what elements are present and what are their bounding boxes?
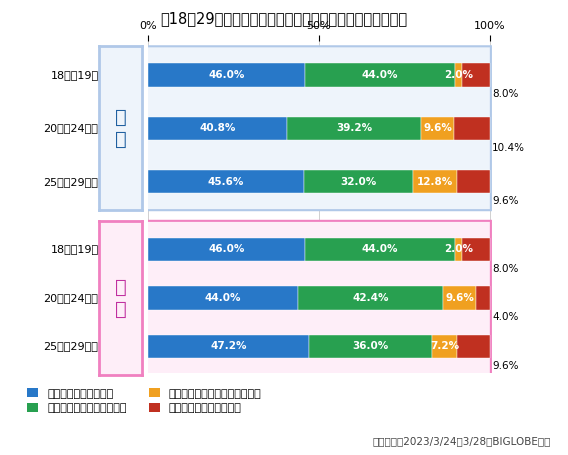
Bar xyxy=(148,335,309,358)
Bar xyxy=(462,63,490,86)
Text: 調査期間：2023/3/24〜3/28　BIGLOBE調べ: 調査期間：2023/3/24〜3/28 BIGLOBE調べ xyxy=(373,436,551,446)
Bar xyxy=(476,286,490,309)
Text: 男
性: 男 性 xyxy=(115,108,127,149)
Text: 8.0%: 8.0% xyxy=(492,90,519,100)
Text: 18歳・19歳（n=50）: 18歳・19歳（n=50） xyxy=(51,244,143,254)
Bar xyxy=(421,116,454,140)
Text: 9.6%: 9.6% xyxy=(423,123,452,133)
Bar xyxy=(148,238,305,261)
FancyBboxPatch shape xyxy=(147,46,491,210)
Bar xyxy=(454,116,490,140)
Text: 4.0%: 4.0% xyxy=(492,313,519,323)
Bar xyxy=(309,335,432,358)
Legend: 意識して生活している, やや意識して生活している, あまり意識して生活していない, 意識して生活していない: 意識して生活している, やや意識して生活している, あまり意識して生活していない… xyxy=(23,384,266,418)
Bar xyxy=(303,170,413,193)
Text: 44.0%: 44.0% xyxy=(362,244,398,254)
Text: 25歳〜29歳（n=125）: 25歳〜29歳（n=125） xyxy=(43,341,143,351)
Text: 女
性: 女 性 xyxy=(115,278,127,318)
Bar xyxy=(305,63,456,86)
Bar xyxy=(457,335,490,358)
Text: 44.0%: 44.0% xyxy=(362,70,398,80)
Bar xyxy=(432,335,457,358)
Text: 46.0%: 46.0% xyxy=(208,244,244,254)
Text: 25歳〜29歳（n=125）: 25歳〜29歳（n=125） xyxy=(43,177,143,187)
Text: 47.2%: 47.2% xyxy=(210,341,247,351)
Bar xyxy=(298,286,443,309)
Bar xyxy=(456,238,462,261)
Text: 40.8%: 40.8% xyxy=(199,123,236,133)
Text: 8.0%: 8.0% xyxy=(492,264,519,274)
Text: 20歳〜24歳（n=125）: 20歳〜24歳（n=125） xyxy=(43,123,143,133)
Text: 9.6%: 9.6% xyxy=(492,361,519,371)
Text: 9.6%: 9.6% xyxy=(492,196,519,206)
FancyBboxPatch shape xyxy=(147,221,491,375)
Text: 36.0%: 36.0% xyxy=(352,341,389,351)
Bar xyxy=(287,116,421,140)
Bar xyxy=(457,170,490,193)
Bar xyxy=(148,63,305,86)
Text: 44.0%: 44.0% xyxy=(204,293,241,303)
Text: 12.8%: 12.8% xyxy=(417,177,453,187)
Text: 39.2%: 39.2% xyxy=(336,123,372,133)
Bar xyxy=(305,238,456,261)
Text: 45.6%: 45.6% xyxy=(207,177,244,187)
Text: 2.0%: 2.0% xyxy=(444,244,473,254)
Text: 10.4%: 10.4% xyxy=(492,143,525,153)
Text: 2.0%: 2.0% xyxy=(444,70,473,80)
Bar xyxy=(462,238,490,261)
Text: 7.2%: 7.2% xyxy=(430,341,459,351)
Bar xyxy=(148,286,298,309)
Bar xyxy=(443,286,476,309)
Bar xyxy=(148,170,303,193)
Bar xyxy=(148,116,287,140)
Text: 18歳・19歳（n=50）: 18歳・19歳（n=50） xyxy=(51,70,143,80)
Bar xyxy=(413,170,457,193)
Bar xyxy=(456,63,462,86)
Text: 9.6%: 9.6% xyxy=(445,293,474,303)
Text: 20歳〜24歳（n=125）: 20歳〜24歳（n=125） xyxy=(43,293,143,303)
Text: 【18〜29歳・性年代別】他人に迷惑をかけることへの意識: 【18〜29歳・性年代別】他人に迷惑をかけることへの意識 xyxy=(160,11,408,26)
Text: 46.0%: 46.0% xyxy=(208,70,244,80)
Text: 42.4%: 42.4% xyxy=(352,293,389,303)
Text: 32.0%: 32.0% xyxy=(340,177,377,187)
